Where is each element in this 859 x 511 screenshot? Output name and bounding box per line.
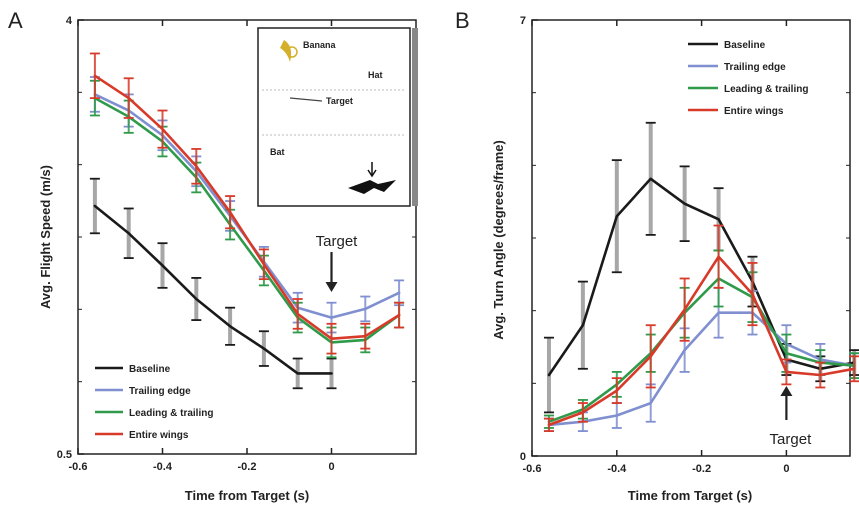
- series-line-entire: [547, 255, 856, 427]
- x-tick-label: -0.4: [153, 461, 173, 473]
- y-tick-label: 7: [520, 15, 526, 27]
- target-label: Target: [770, 431, 813, 448]
- legend-label-entire: Entire wings: [129, 430, 189, 441]
- panel-b-letter: B: [455, 8, 470, 33]
- series-leading_trailing: [543, 249, 859, 429]
- inset-hat-label: Hat: [368, 70, 383, 80]
- legend-label-entire: Entire wings: [724, 106, 784, 117]
- inset-banana-label: Banana: [303, 40, 337, 50]
- series-line-leading_trailing: [547, 277, 856, 424]
- panel-a-legend: Baseline Trailing edge Leading & trailing E…: [95, 364, 213, 441]
- target-arrow-head: [780, 386, 793, 396]
- panel-b: B -0.6 -0.4 -0.2 0 0 7 Baseline Trailing edge L…: [455, 8, 859, 503]
- legend-label-leading_trailing: Leading & trailing: [129, 408, 213, 419]
- x-tick-label: -0.4: [607, 463, 627, 475]
- banana-icon: [280, 40, 298, 62]
- series-baseline: [543, 121, 859, 414]
- series-line-trailing: [547, 311, 856, 427]
- series-line-entire: [93, 74, 401, 341]
- panel-a-ticks: -0.6 -0.4 -0.2 0 0.5 4: [57, 15, 416, 473]
- x-tick-label: 0: [783, 463, 789, 475]
- x-tick-label: -0.2: [692, 463, 711, 475]
- x-tick-label: -0.6: [69, 461, 88, 473]
- panel-a-target-annotation: Target: [316, 233, 359, 292]
- series-line-leading_trailing: [93, 96, 401, 344]
- panel-a-inset: Banana Hat Target Bat: [257, 27, 418, 207]
- panel-b-x-axis-label: Time from Target (s): [628, 488, 752, 503]
- panel-b-target-annotation: Target: [770, 386, 813, 448]
- series-line-baseline: [93, 204, 333, 375]
- panel-b-ticks: -0.6 -0.4 -0.2 0 0 7: [520, 15, 850, 475]
- inset-frame: [257, 27, 411, 207]
- legend-label-leading_trailing: Leading & trailing: [724, 84, 808, 95]
- series-entire: [89, 52, 405, 355]
- inset-target-label: Target: [326, 96, 353, 106]
- x-tick-label: -0.6: [523, 463, 542, 475]
- series-line-baseline: [547, 177, 856, 377]
- panel-b-legend: Baseline Trailing edge Leading & trailing E…: [688, 40, 808, 117]
- y-tick-label: 4: [66, 15, 73, 27]
- x-tick-label: 0: [328, 461, 334, 473]
- target-arrow-head: [325, 282, 338, 292]
- panel-a-series: [89, 52, 405, 390]
- target-label: Target: [316, 233, 359, 250]
- legend-label-baseline: Baseline: [724, 40, 766, 51]
- legend-label-trailing: Trailing edge: [129, 386, 191, 397]
- bat-icon: [348, 162, 396, 194]
- y-tick-label: 0: [520, 451, 526, 463]
- series-entire: [543, 224, 859, 432]
- series-baseline: [89, 177, 337, 390]
- panel-b-series: [543, 121, 859, 432]
- target-line-icon: [289, 97, 323, 102]
- legend-label-trailing: Trailing edge: [724, 62, 786, 73]
- inset-side-bar: [412, 28, 418, 206]
- panel-a-x-axis-label: Time from Target (s): [185, 488, 309, 503]
- panel-a-y-axis-label: Avg. Flight Speed (m/s): [38, 165, 53, 309]
- panel-a: A -0.6 -0.4 -0.2 0 0.5 4 Baseline Trailing edg…: [8, 8, 418, 503]
- inset-bat-label: Bat: [270, 147, 285, 157]
- x-tick-label: -0.2: [238, 461, 257, 473]
- legend-label-baseline: Baseline: [129, 364, 171, 375]
- panel-a-letter: A: [8, 8, 23, 33]
- y-tick-label: 0.5: [57, 449, 72, 461]
- panel-b-y-axis-label: Avg. Turn Angle (degrees/frame): [491, 140, 506, 340]
